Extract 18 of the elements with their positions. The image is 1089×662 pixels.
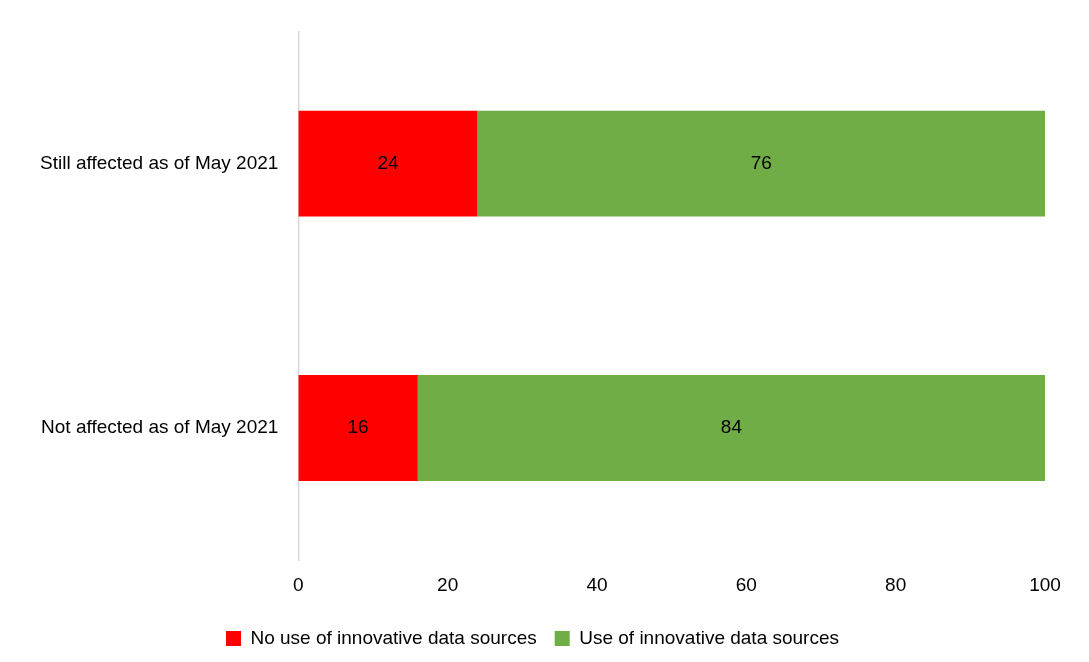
bar xyxy=(417,375,1045,481)
y-tick-label: Not affected as of May 2021 xyxy=(41,416,279,438)
data-label: 16 xyxy=(347,416,369,438)
legend-label: No use of innovative data sources xyxy=(250,626,537,648)
y-tick-label: Still affected as of May 2021 xyxy=(39,151,279,173)
data-label: 24 xyxy=(377,151,399,173)
x-tick-label: 80 xyxy=(885,573,907,595)
data-label: 76 xyxy=(750,151,772,173)
x-tick-label: 100 xyxy=(1029,573,1061,595)
x-tick-label: 40 xyxy=(586,573,608,595)
bar xyxy=(477,110,1045,217)
x-tick-label: 0 xyxy=(293,573,304,595)
x-tick-label: 20 xyxy=(437,573,459,595)
legend-label: Use of innovative data sources xyxy=(579,626,840,648)
data-label: 84 xyxy=(720,416,743,438)
bar xyxy=(298,375,418,481)
x-tick-label: 60 xyxy=(735,573,757,595)
bar xyxy=(298,110,478,217)
